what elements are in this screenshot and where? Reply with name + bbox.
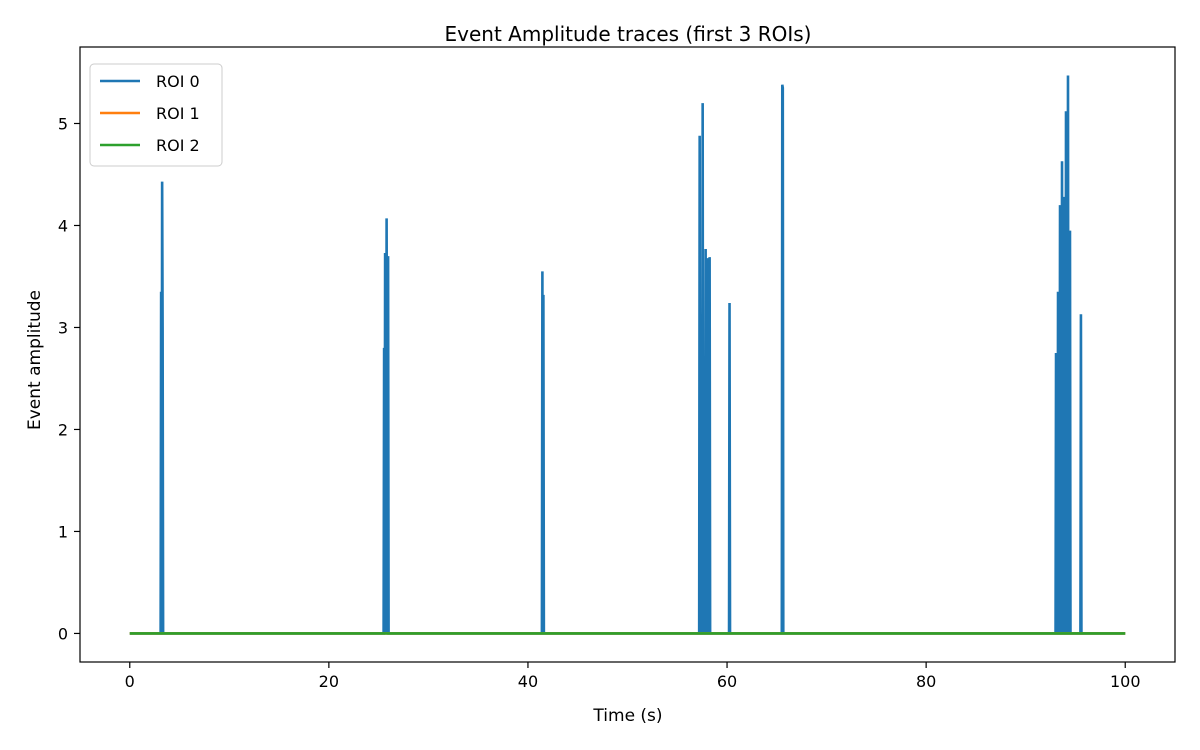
- x-tick-label: 40: [518, 672, 538, 691]
- y-axis-ticks: 0 1 2 3 4 5: [58, 114, 80, 643]
- legend-label-roi-2: ROI 2: [156, 136, 200, 155]
- legend-entries: ROI 0 ROI 1 ROI 2: [100, 72, 200, 155]
- y-tick-label: 0: [58, 624, 68, 643]
- x-tick-label: 100: [1110, 672, 1141, 691]
- plot-area: [79, 46, 1176, 663]
- x-tick-label: 20: [319, 672, 339, 691]
- axes-frame: [79, 46, 1176, 663]
- series-layer: [129, 75, 1126, 635]
- y-tick-label: 1: [58, 522, 68, 541]
- legend-label-roi-1: ROI 1: [156, 104, 200, 123]
- y-tick-label: 3: [58, 318, 68, 337]
- y-axis-label: Event amplitude: [25, 290, 45, 430]
- y-tick-label: 5: [58, 114, 68, 133]
- x-axis-label: Time (s): [592, 706, 662, 726]
- x-tick-label: 0: [125, 672, 135, 691]
- x-tick-label: 60: [717, 672, 737, 691]
- legend-label-roi-0: ROI 0: [156, 72, 200, 91]
- y-tick-label: 4: [58, 216, 68, 235]
- chart-title: Event Amplitude traces (first 3 ROIs): [445, 22, 812, 46]
- y-tick-label: 2: [58, 420, 68, 439]
- x-tick-label: 80: [916, 672, 936, 691]
- legend-box: [89, 63, 223, 167]
- legend: ROI 0 ROI 1 ROI 2: [89, 63, 223, 167]
- x-axis-ticks: 0 20 40 60 80 100: [125, 662, 1141, 691]
